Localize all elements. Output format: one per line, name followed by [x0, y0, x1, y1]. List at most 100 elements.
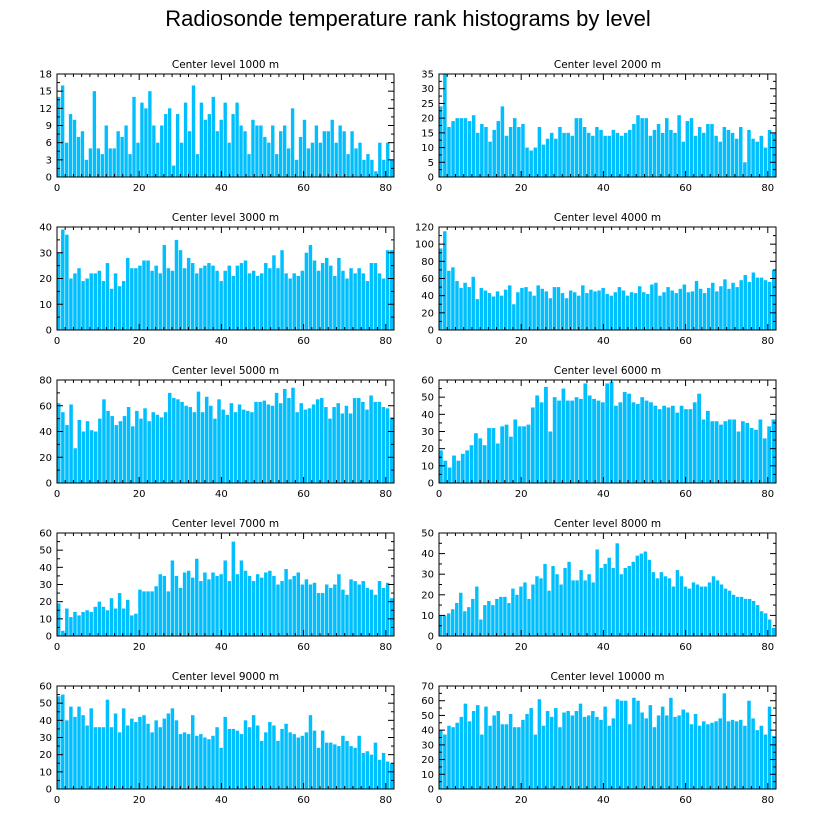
histogram-bar	[541, 725, 546, 789]
histogram-bar	[357, 735, 361, 789]
histogram-bar	[304, 579, 309, 636]
histogram-bar	[531, 584, 535, 636]
histogram-bar	[628, 129, 632, 177]
histogram-bar	[138, 589, 142, 636]
histogram-bar	[622, 392, 627, 483]
histogram-bar	[247, 273, 252, 330]
histogram-bar	[703, 586, 708, 636]
histogram-bar	[657, 409, 662, 483]
panel-title: Center level 4000 m	[554, 212, 661, 224]
histogram-bar	[710, 124, 714, 177]
histogram-bar	[284, 273, 288, 330]
histogram-bar	[93, 273, 97, 330]
histogram-bar	[243, 570, 248, 636]
histogram-bar	[227, 581, 231, 636]
histogram-bar	[326, 131, 330, 177]
histogram-bar	[362, 159, 366, 177]
x-tick-label: 40	[215, 795, 228, 806]
histogram-bar	[152, 125, 156, 177]
histogram-bar	[487, 600, 491, 636]
histogram-bar	[348, 413, 353, 483]
histogram-bar	[251, 270, 256, 330]
histogram-bar	[635, 555, 639, 636]
histogram-bar	[463, 282, 467, 330]
histogram-bar	[665, 715, 669, 789]
histogram-bar	[755, 141, 759, 177]
histogram-bar	[682, 284, 687, 330]
histogram-bar	[731, 594, 736, 636]
histogram-bar	[57, 96, 61, 177]
x-tick-label: 0	[436, 336, 442, 347]
y-tick-label: 15	[39, 87, 52, 98]
histogram-bar	[239, 734, 244, 789]
histogram-bar	[480, 124, 484, 177]
histogram-bar	[666, 287, 670, 330]
histogram-bar	[565, 400, 570, 483]
histogram-bar	[763, 280, 768, 330]
histogram-bar	[215, 727, 219, 789]
histogram-bar	[268, 722, 272, 789]
histogram-bar	[255, 275, 260, 330]
y-tick-label: 20	[421, 755, 434, 766]
histogram-bar	[767, 706, 772, 789]
histogram-bar	[706, 287, 711, 330]
histogram-bar	[627, 565, 631, 636]
histogram-bar	[272, 255, 276, 330]
histogram-bar	[101, 281, 106, 330]
histogram-bar	[688, 409, 693, 483]
y-tick-label: 15	[421, 128, 434, 139]
histogram-bar	[469, 445, 474, 483]
histogram-bar	[751, 272, 756, 330]
histogram-bar	[332, 407, 336, 483]
histogram-bar	[732, 419, 737, 483]
histogram-panel: Center level 3000 m 0 20 40 60 80 0 10 20 30 40	[39, 212, 395, 347]
histogram-bar	[767, 619, 772, 636]
histogram-bar	[182, 268, 187, 330]
histogram-bar	[61, 412, 65, 483]
histogram-bar	[563, 568, 567, 636]
histogram-bar	[126, 599, 130, 636]
histogram-bar	[357, 268, 361, 330]
histogram-bar	[654, 282, 658, 330]
histogram-panel: Center level 8000 m 0 20 40 60 80 0 10 20 30 40 50	[421, 518, 777, 653]
histogram-bar	[312, 582, 317, 636]
y-tick-label: 40	[39, 716, 52, 727]
histogram-bar	[124, 125, 128, 177]
histogram-bar	[381, 587, 386, 636]
histogram-bar	[736, 431, 741, 483]
histogram-bar	[260, 273, 264, 330]
histogram-bar	[697, 393, 701, 483]
histogram-bar	[640, 118, 644, 177]
histogram-bar	[134, 268, 138, 330]
histogram-bar	[263, 136, 267, 177]
histogram-bar	[600, 402, 605, 483]
histogram-bar	[223, 560, 227, 636]
histogram-bar	[451, 267, 455, 330]
histogram-bar	[190, 577, 195, 636]
histogram-bar	[705, 410, 710, 483]
histogram-bar	[568, 290, 573, 330]
histogram-bar	[484, 126, 488, 177]
y-tick-label: 10	[421, 461, 434, 472]
histogram-bar	[751, 600, 756, 636]
histogram-bar	[80, 131, 85, 177]
histogram-bar	[77, 706, 81, 789]
histogram-bar	[223, 102, 227, 177]
histogram-bar	[85, 421, 90, 483]
histogram-bar	[89, 430, 94, 483]
histogram-bar	[199, 734, 203, 789]
histogram-bar	[151, 412, 156, 483]
histogram-bar	[346, 154, 350, 177]
histogram-bar	[715, 580, 720, 636]
histogram-bar	[304, 252, 309, 330]
histogram-bar	[739, 719, 743, 789]
histogram-bar	[92, 91, 97, 177]
histogram-bar	[227, 265, 231, 331]
histogram-bar	[142, 591, 146, 636]
histogram-bar	[564, 298, 569, 330]
histogram-bar	[211, 572, 215, 636]
histogram-bar	[97, 270, 102, 330]
histogram-bar	[599, 719, 603, 789]
histogram-bar	[353, 747, 357, 789]
histogram-bar	[227, 728, 231, 789]
